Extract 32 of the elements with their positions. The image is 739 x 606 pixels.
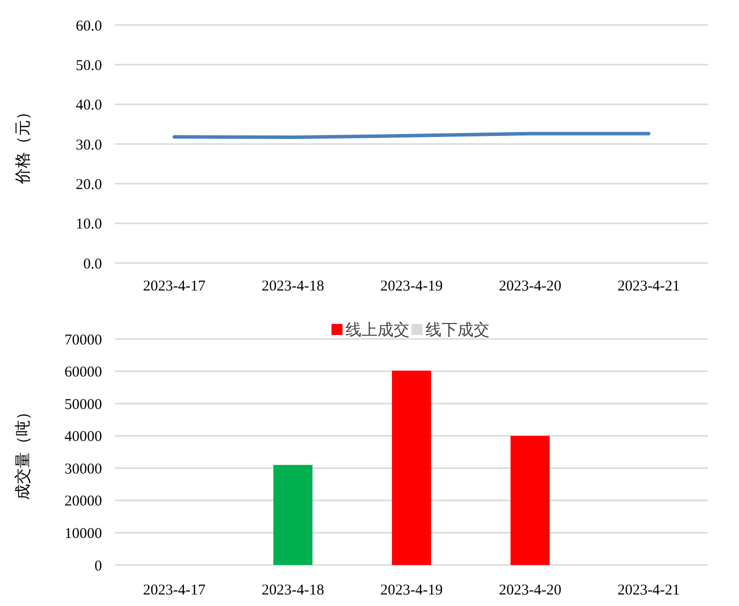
- y-tick-label: 50.0: [76, 58, 102, 74]
- y-axis-title: 价格（元）: [15, 104, 32, 185]
- y-axis-title: 成交量（吨）: [14, 404, 32, 500]
- bar: [392, 370, 432, 565]
- y-tick-label: 40.0: [76, 98, 102, 114]
- legend-label: 线下成交: [426, 321, 490, 339]
- y-tick-label: 50000: [64, 396, 102, 413]
- bar: [273, 464, 312, 565]
- y-tick-label: 10.0: [76, 216, 102, 233]
- x-tick-label: 2023-4-20: [498, 278, 562, 294]
- legend-label: 线上成交: [346, 321, 410, 339]
- y-tick-label: 20.0: [76, 176, 102, 193]
- x-tick-label: 2023-4-21: [617, 582, 680, 598]
- y-tick-label: 20000: [64, 494, 102, 510]
- y-tick-label: 60000: [64, 364, 102, 381]
- x-tick-label: 2023-4-17: [143, 582, 206, 598]
- x-tick-label: 2023-4-18: [262, 582, 324, 598]
- x-tick-label: 2023-4-17: [143, 278, 206, 294]
- x-tick-label: 2023-4-20: [498, 582, 562, 598]
- y-tick-label: 0.0: [83, 256, 102, 272]
- y-tick-label: 0: [94, 558, 102, 574]
- bar: [510, 436, 550, 565]
- y-tick-label: 60.0: [76, 18, 102, 34]
- y-tick-label: 30000: [64, 461, 102, 478]
- x-tick-label: 2023-4-19: [380, 278, 443, 294]
- y-tick-label: 10000: [64, 526, 102, 542]
- y-tick-label: 40000: [64, 429, 102, 446]
- x-tick-label: 2023-4-19: [380, 582, 443, 598]
- y-tick-label: 30.0: [76, 137, 102, 154]
- x-tick-label: 2023-4-21: [617, 278, 680, 294]
- x-tick-label: 2023-4-18: [262, 278, 324, 294]
- y-tick-label: 70000: [64, 332, 102, 348]
